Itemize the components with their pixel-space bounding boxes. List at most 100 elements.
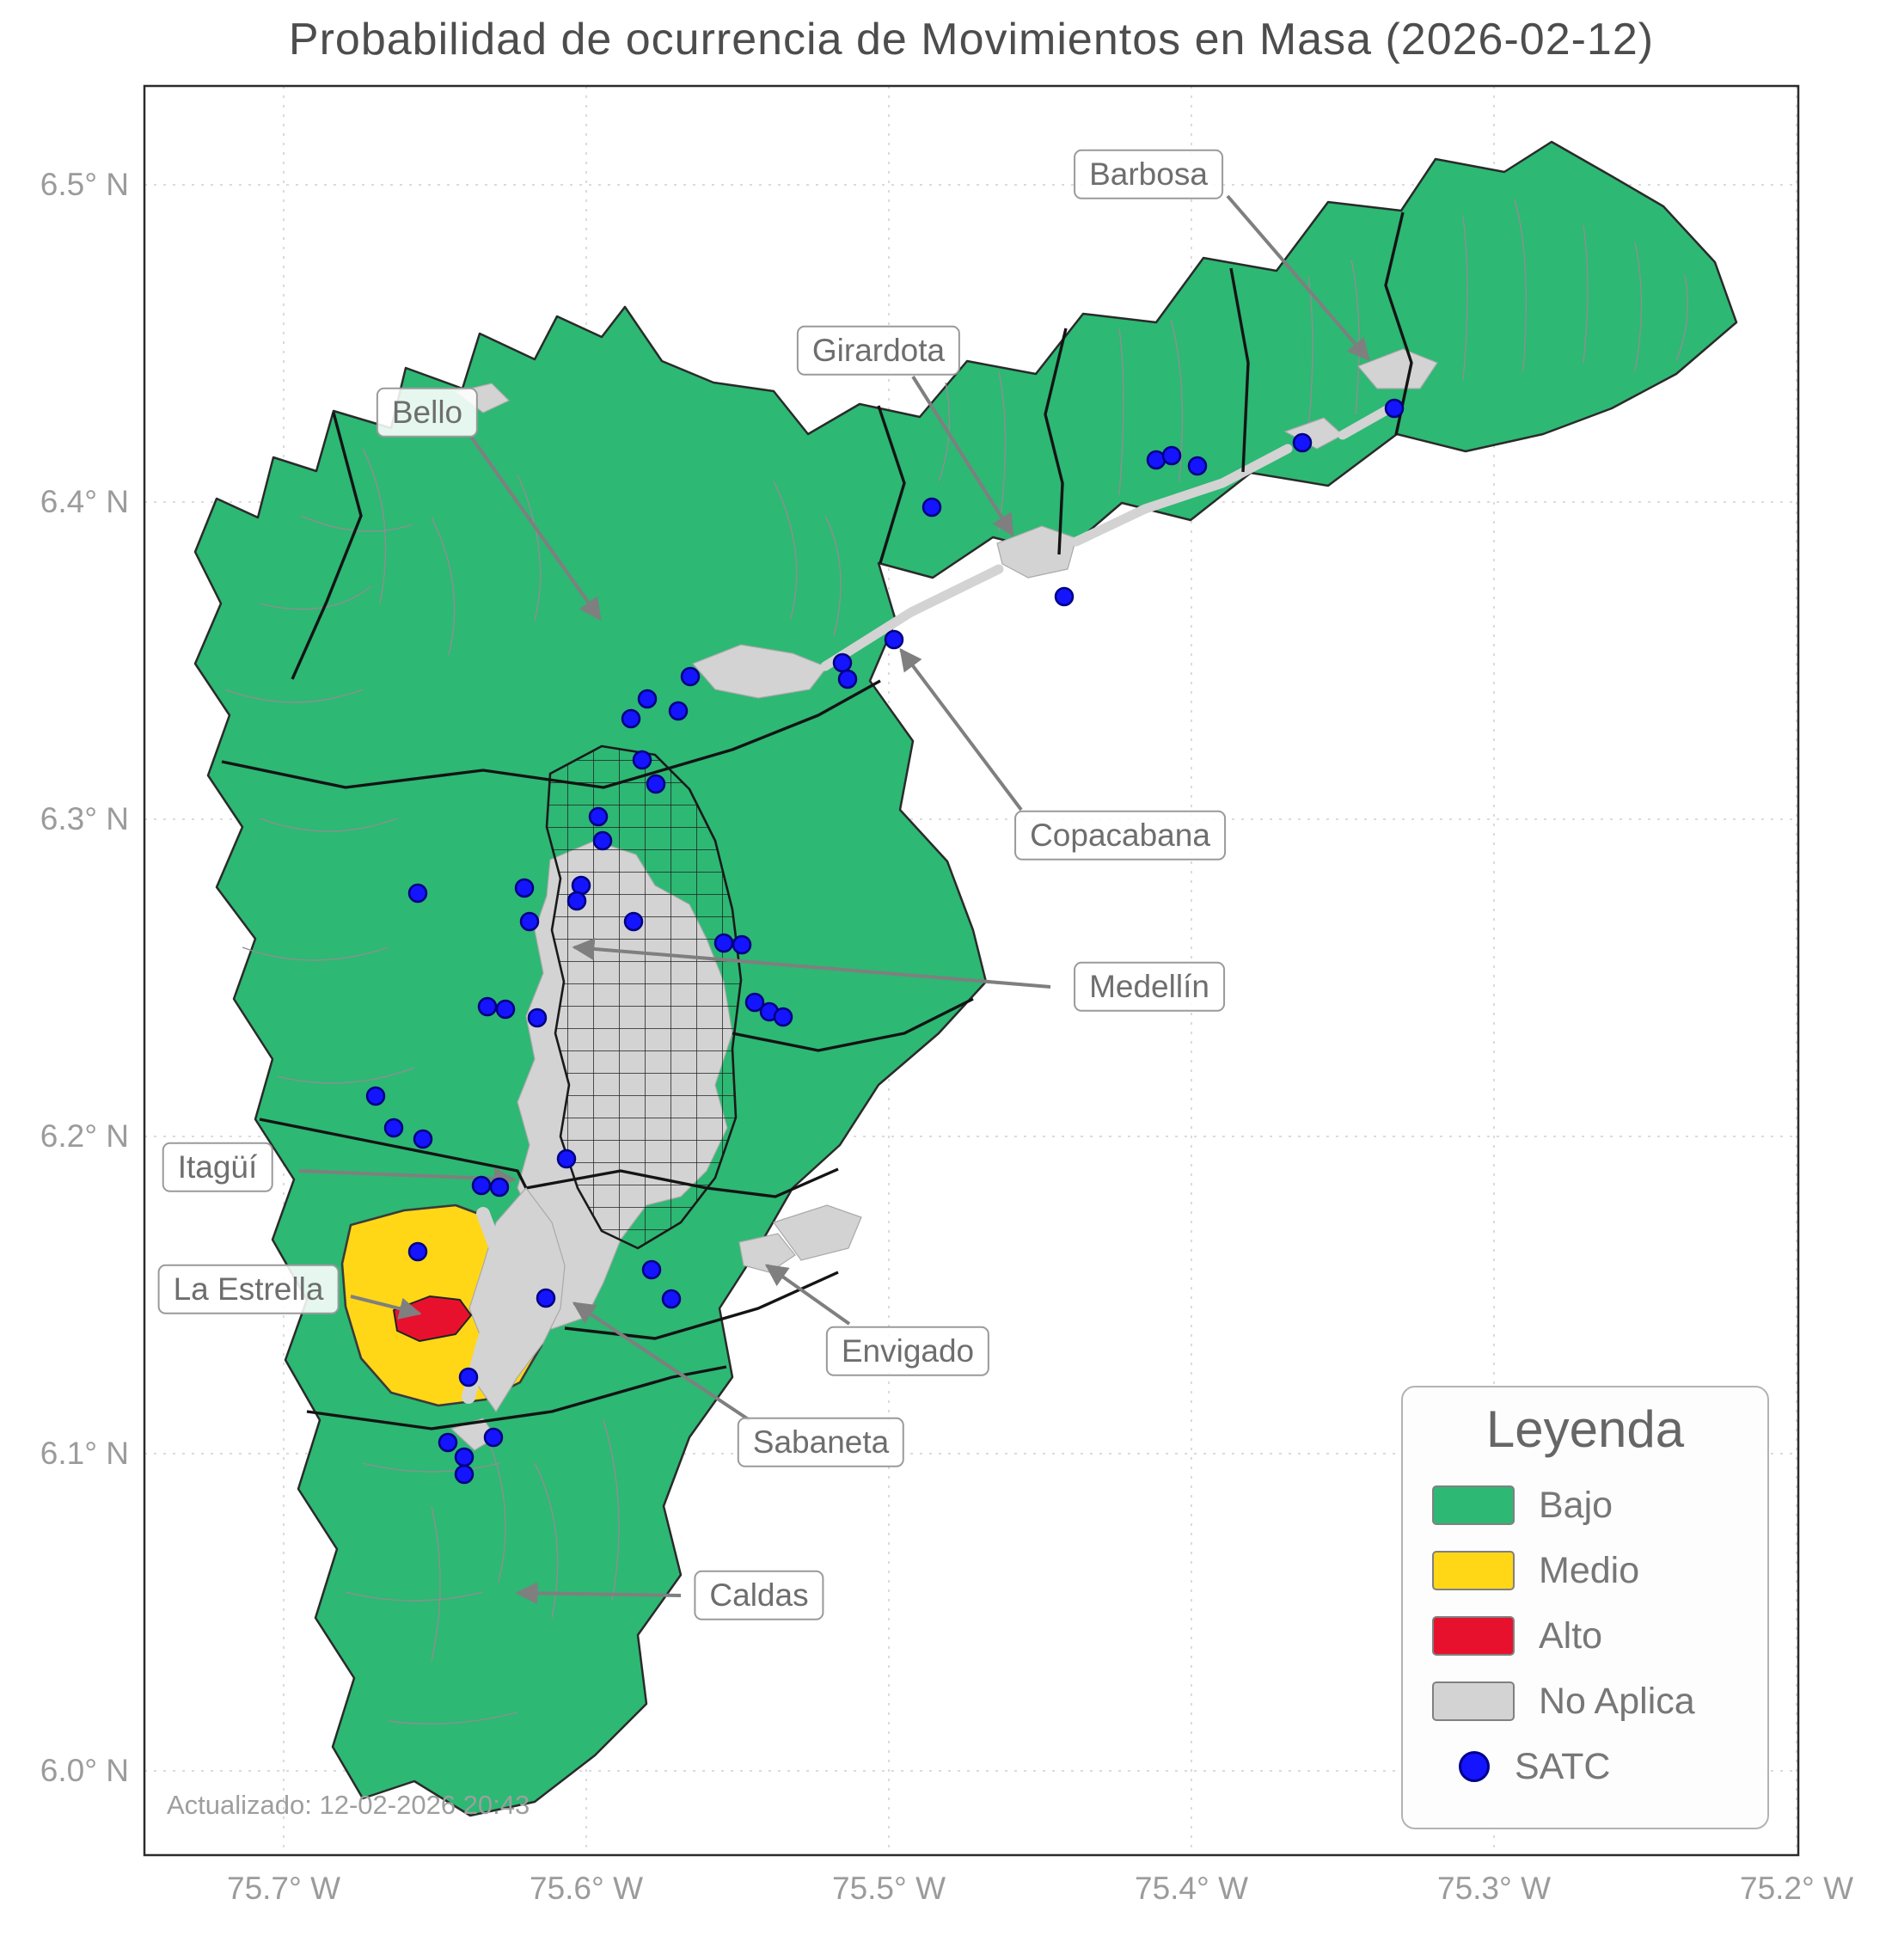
legend-item-satc: SATC [1403, 1734, 1767, 1799]
satc-point [383, 1118, 404, 1138]
satc-point [632, 750, 652, 770]
satc-point [471, 1175, 492, 1196]
satc-point [623, 911, 644, 932]
satc-point [713, 933, 734, 953]
river-corridor-1 [820, 564, 1004, 671]
satc-point [744, 992, 765, 1013]
satc-dot-icon [1459, 1751, 1490, 1782]
satc-point [641, 1259, 662, 1280]
satc-point [1161, 445, 1182, 466]
label-medellin: Medellín [1074, 961, 1225, 1013]
satc-point [556, 1148, 577, 1169]
arrow-copacabana [899, 647, 1023, 812]
label-sabaneta: Sabaneta [737, 1417, 905, 1468]
satc-point [668, 701, 689, 721]
label-caldas: Caldas [694, 1570, 824, 1621]
satc-point [413, 1129, 433, 1149]
river-corridor-2 [1071, 444, 1293, 547]
lat-tick-label: 6.0° N [40, 1753, 129, 1788]
legend-item-no-aplica: No Aplica [1403, 1669, 1767, 1734]
lon-tick-label: 75.4° W [1134, 1871, 1249, 1906]
urban-corridor-south [462, 1187, 566, 1413]
satc-point [514, 878, 535, 898]
legend-label-no-aplica: No Aplica [1539, 1680, 1695, 1722]
satc-point [621, 708, 641, 729]
satc-point [495, 999, 516, 1020]
arrow-girardota [911, 375, 1014, 537]
satc-point [732, 934, 752, 955]
lon-tick-label: 75.2° W [1739, 1871, 1854, 1906]
satc-point [832, 652, 853, 673]
satc-point [407, 883, 428, 903]
legend-swatch-no-aplica [1432, 1681, 1515, 1721]
label-barbosa: Barbosa [1074, 149, 1223, 200]
satc-point [519, 911, 540, 932]
label-copacabana: Copacabana [1014, 810, 1226, 861]
satc-point [1054, 586, 1075, 607]
page-title: Probabilidad de ocurrencia de Movimiento… [288, 15, 1655, 64]
satc-point [773, 1007, 793, 1027]
satc-point [365, 1086, 386, 1106]
satc-point [458, 1367, 479, 1387]
arrow-sabaneta [572, 1302, 751, 1422]
legend-swatch-bajo [1432, 1485, 1515, 1525]
legend-item-bajo: Bajo [1403, 1473, 1767, 1538]
satc-point [1187, 456, 1208, 476]
medellin-commune-grid [545, 744, 743, 1250]
satc-point [489, 1177, 510, 1197]
satc-point [536, 1288, 556, 1308]
legend-label-alto: Alto [1539, 1614, 1603, 1657]
satc-point [454, 1447, 475, 1467]
legend-label-bajo: Bajo [1539, 1484, 1613, 1526]
lat-tick-label: 6.2° N [40, 1118, 129, 1154]
label-la-estrella: La Estrella [157, 1264, 340, 1315]
plot-frame [143, 84, 1800, 1857]
arrow-envigado [764, 1264, 851, 1326]
arrow-caldas [515, 1582, 682, 1605]
satc-point [566, 891, 587, 911]
lat-tick-label: 6.4° N [40, 484, 129, 519]
urban-envigado-east [773, 1204, 862, 1261]
satc-point [588, 806, 609, 827]
lon-tick-label: 75.5° W [831, 1871, 946, 1906]
satc-point [527, 1008, 548, 1028]
satc-point [407, 1241, 428, 1262]
satc-point [592, 830, 613, 851]
urban-girardota [996, 525, 1077, 579]
arrow-barbosa [1226, 194, 1370, 361]
lat-tick-label: 6.1° N [40, 1436, 129, 1471]
lat-tick-label: 6.5° N [40, 167, 129, 202]
satc-point [1384, 398, 1405, 419]
arrow-medellin [572, 937, 1051, 989]
label-itagui: Itagüí [162, 1142, 273, 1193]
lon-tick-label: 75.6° W [529, 1871, 644, 1906]
legend-swatch-alto [1432, 1616, 1515, 1656]
satc-point [454, 1464, 475, 1485]
satc-point [661, 1289, 682, 1309]
satc-point [438, 1432, 458, 1453]
label-envigado: Envigado [825, 1326, 990, 1377]
urban-bello [691, 644, 828, 699]
lat-tick-label: 6.3° N [40, 801, 129, 836]
urban-envigado [738, 1233, 796, 1273]
subdivision-borders [224, 199, 1689, 1725]
satc-point [646, 774, 666, 794]
legend: Leyenda Bajo Medio Alto No Aplica SATC [1401, 1386, 1769, 1829]
arrow-bello [469, 435, 602, 622]
lon-tick-label: 75.3° W [1436, 1871, 1552, 1906]
legend-swatch-medio [1432, 1551, 1515, 1590]
lon-tick-label: 75.7° W [226, 1871, 341, 1906]
satc-point [483, 1427, 504, 1448]
callout-arrows [298, 194, 1370, 1605]
satc-point [477, 996, 498, 1017]
label-girardota: Girardota [796, 325, 961, 377]
legend-item-alto: Alto [1403, 1603, 1767, 1669]
urban-barbosa [1356, 348, 1438, 389]
municipal-borders [221, 211, 1413, 1430]
satc-point [637, 689, 658, 709]
arrow-la-estrella [350, 1295, 422, 1320]
legend-item-medio: Medio [1403, 1538, 1767, 1603]
satc-point [922, 497, 942, 518]
